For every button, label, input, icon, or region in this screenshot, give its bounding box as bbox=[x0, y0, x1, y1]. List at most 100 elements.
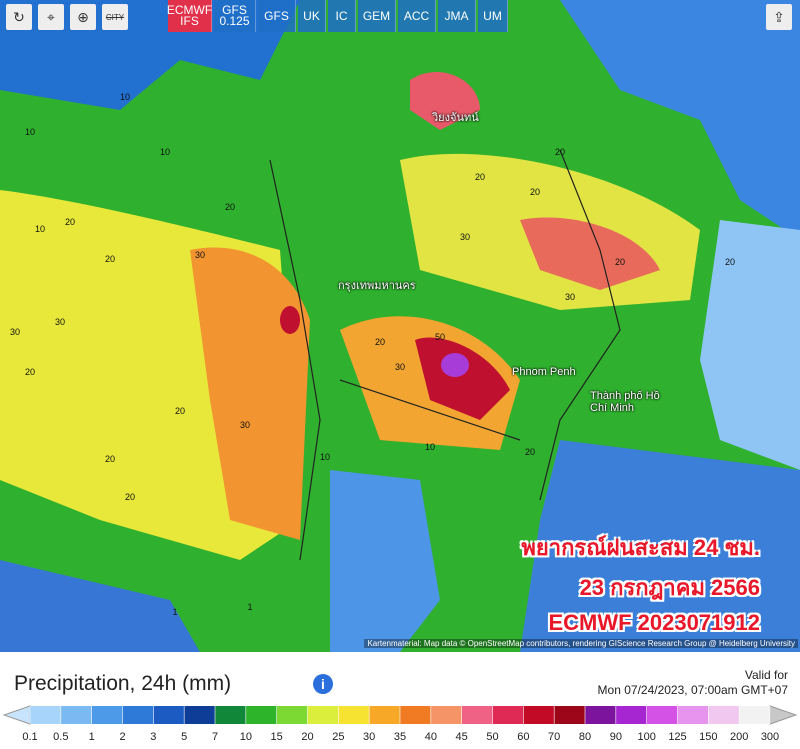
color-cell bbox=[739, 706, 770, 724]
contour-label: 20 bbox=[105, 254, 115, 264]
tick-label: 45 bbox=[456, 731, 468, 743]
color-cell bbox=[585, 706, 616, 724]
model-button[interactable]: UM bbox=[478, 0, 508, 32]
tick-label: 15 bbox=[271, 731, 283, 743]
rain-heavy bbox=[520, 217, 660, 290]
tick-label: 0.5 bbox=[53, 731, 68, 743]
location-button[interactable]: ⌖ bbox=[38, 4, 64, 30]
contour-label: 20 bbox=[65, 217, 75, 227]
tick-label: 5 bbox=[181, 731, 187, 743]
share-button[interactable]: ⇪ bbox=[766, 4, 792, 30]
rain-low bbox=[700, 220, 800, 470]
model-button[interactable]: IC bbox=[328, 0, 356, 32]
contour-label: 10 bbox=[120, 92, 130, 102]
contour-label: 30 bbox=[10, 327, 20, 337]
contour-label: 30 bbox=[565, 292, 575, 302]
color-cell bbox=[369, 706, 400, 724]
legend-title: Precipitation, 24h (mm) bbox=[14, 672, 232, 695]
color-cell bbox=[276, 706, 308, 724]
tick-label: 3 bbox=[150, 731, 156, 743]
city-toggle[interactable]: CITY bbox=[102, 4, 128, 30]
color-cell bbox=[184, 706, 215, 724]
info-button[interactable]: i bbox=[313, 674, 333, 694]
contour-label: 1 bbox=[172, 607, 177, 617]
contour-label: 30 bbox=[395, 362, 405, 372]
model-button[interactable]: ACC bbox=[398, 0, 436, 32]
valid-time: Valid for Mon 07/24/2023, 07:00am GMT+07 bbox=[598, 668, 788, 698]
rain-extreme bbox=[280, 306, 300, 334]
rain-heavy bbox=[190, 247, 310, 540]
bar-arrow-right bbox=[769, 705, 798, 725]
rain-low bbox=[330, 470, 440, 652]
contour-label: 20 bbox=[375, 337, 385, 347]
contour-label: 10 bbox=[35, 224, 45, 234]
color-cell bbox=[708, 706, 740, 724]
color-cell bbox=[245, 706, 277, 724]
contour-label: 20 bbox=[105, 454, 115, 464]
contour-label: 20 bbox=[475, 172, 485, 182]
tick-label: 40 bbox=[425, 731, 437, 743]
contour-label: 20 bbox=[25, 367, 35, 377]
color-cell bbox=[554, 706, 585, 724]
model-button[interactable]: GEM bbox=[358, 0, 396, 32]
color-cell bbox=[677, 706, 709, 724]
contour-label: 10 bbox=[25, 127, 35, 137]
tick-label: 2 bbox=[119, 731, 125, 743]
overlay-line: พยากรณ์ฝนสะสม 24 ชม. bbox=[521, 535, 760, 560]
contour-label: 20 bbox=[525, 447, 535, 457]
contour-label: 20 bbox=[555, 147, 565, 157]
model-button[interactable]: UK bbox=[298, 0, 326, 32]
color-cell bbox=[492, 706, 524, 724]
contour-label: 30 bbox=[240, 420, 250, 430]
overlay-line: ECMWF 2023071912 bbox=[548, 610, 760, 635]
tick-label: 25 bbox=[332, 731, 344, 743]
zoom-button[interactable]: ⊕ bbox=[70, 4, 96, 30]
tick-label: 1 bbox=[89, 731, 95, 743]
tick-label: 100 bbox=[637, 731, 655, 743]
color-cell bbox=[338, 706, 370, 724]
tick-label: 60 bbox=[517, 731, 529, 743]
model-button[interactable]: ECMWF IFS bbox=[167, 0, 212, 32]
color-cell bbox=[30, 706, 61, 724]
tick-label: 30 bbox=[363, 731, 375, 743]
tick-label: 0.1 bbox=[22, 731, 37, 743]
contour-label: 30 bbox=[55, 317, 65, 327]
color-cell bbox=[461, 706, 493, 724]
contour-label: 1 bbox=[247, 602, 252, 612]
model-button[interactable]: GFS bbox=[258, 0, 296, 32]
contour-label: 20 bbox=[225, 202, 235, 212]
tick-label: 50 bbox=[486, 731, 498, 743]
tick-label: 300 bbox=[761, 731, 779, 743]
tick-label: 20 bbox=[301, 731, 313, 743]
rain-low bbox=[520, 440, 800, 652]
valid-value: Mon 07/24/2023, 07:00am GMT+07 bbox=[597, 683, 788, 697]
tick-label: 90 bbox=[610, 731, 622, 743]
contour-label: 10 bbox=[320, 452, 330, 462]
color-cell bbox=[60, 706, 92, 724]
map[interactable]: 10 10 10 10 20 20 20 30 30 30 20 20 30 20 50 30 20 10 20 20… bbox=[0, 0, 800, 652]
city-label: Phnom Penh bbox=[512, 366, 576, 378]
rain-low bbox=[0, 560, 200, 652]
tick-label: 200 bbox=[730, 731, 748, 743]
refresh-button[interactable]: ↻ bbox=[6, 4, 32, 30]
city-label: Thành phố Hồ Chí Minh bbox=[590, 390, 660, 414]
model-button[interactable]: GFS 0.125 bbox=[214, 0, 256, 32]
rain-heavy bbox=[410, 71, 480, 130]
contour-label: 20 bbox=[615, 257, 625, 267]
rain-low bbox=[560, 0, 800, 240]
overlay-line: 23 กรกฎาคม 2566 bbox=[579, 575, 760, 600]
color-cell bbox=[215, 706, 246, 724]
tick-label: 150 bbox=[699, 731, 717, 743]
contour-label: 30 bbox=[460, 232, 470, 242]
tick-label: 125 bbox=[668, 731, 686, 743]
color-cell bbox=[523, 706, 555, 724]
valid-label: Valid for bbox=[744, 668, 788, 682]
contour-label: 20 bbox=[530, 187, 540, 197]
tick-label: 80 bbox=[579, 731, 591, 743]
legend-panel: Precipitation, 24h (mm) i Valid for Mon … bbox=[0, 652, 800, 749]
rain-max bbox=[441, 353, 469, 377]
model-button[interactable]: JMA bbox=[438, 0, 476, 32]
contour-label: 10 bbox=[160, 147, 170, 157]
tick-label: 35 bbox=[394, 731, 406, 743]
